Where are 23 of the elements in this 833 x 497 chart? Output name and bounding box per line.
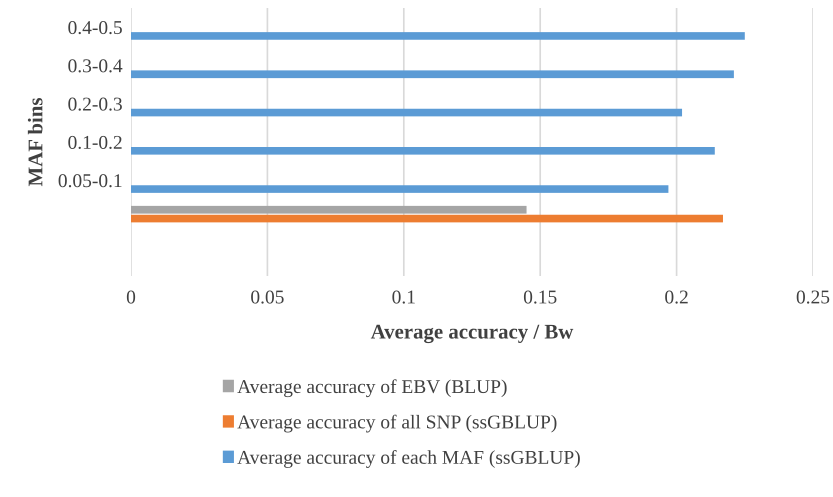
y-axis-title: MAF bins [28, 98, 43, 186]
legend-label: Average accuracy of each MAF (ssGBLUP) [237, 450, 580, 468]
bar [131, 32, 745, 40]
y-tick-label: 0.05-0.1 [58, 174, 122, 188]
y-tick-label: 0.1-0.2 [68, 136, 122, 150]
x-tick-label: 0.05 [251, 290, 284, 304]
bar [131, 206, 527, 214]
bar [131, 70, 734, 78]
y-tick-label: 0.3-0.4 [68, 59, 122, 72]
bar [131, 108, 682, 116]
y-tick-label: 0.4-0.5 [68, 20, 122, 34]
x-axis-title: Average accuracy / Bw [370, 324, 574, 344]
x-tick-label: 0 [126, 290, 136, 304]
x-tick-label: 0.2 [665, 290, 688, 304]
legend-label: Average accuracy of all SNP (ssGBLUP) [237, 414, 556, 433]
x-tick-label: 0.1 [392, 290, 415, 304]
x-tick-label: 0.15 [524, 290, 556, 304]
x-tick-label: 0.25 [796, 290, 830, 304]
bar [131, 214, 723, 222]
bar [131, 146, 715, 155]
bar [131, 185, 668, 193]
legend-label: Average accuracy of EBV (BLUP) [237, 379, 507, 398]
y-tick-label: 0.2-0.3 [68, 98, 122, 111]
